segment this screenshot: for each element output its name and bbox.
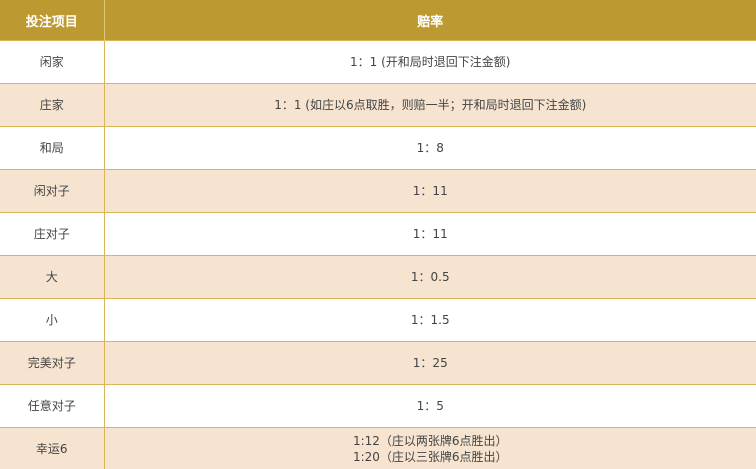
odds-line: 1：0.5 — [410, 270, 450, 284]
bet-item: 大 — [0, 255, 105, 299]
table-row: 任意对子 1：5 — [0, 384, 756, 428]
header-bet-item: 投注项目 — [0, 0, 105, 41]
bet-item: 闲家 — [0, 40, 105, 84]
odds-line: 1：1.5 — [410, 313, 450, 327]
bet-item: 庄家 — [0, 83, 105, 127]
table-row: 幸运6 1:12（庄以两张牌6点胜出） 1:20（庄以三张牌6点胜出） — [0, 427, 756, 469]
odds-value: 1：25 — [104, 341, 756, 385]
odds-line: 1：11 — [412, 227, 448, 241]
bet-item: 任意对子 — [0, 384, 105, 428]
odds-value: 1：1 (开和局时退回下注金额) — [104, 40, 756, 84]
odds-line: 1:20（庄以三张牌6点胜出） — [352, 449, 508, 464]
table-row: 完美对子 1：25 — [0, 341, 756, 385]
table-row: 大 1：0.5 — [0, 255, 756, 299]
odds-line: 1：1 (如庄以6点取胜，则赔一半；开和局时退回下注金额) — [274, 98, 587, 112]
odds-line: 1：25 — [412, 356, 448, 370]
odds-line: 1：11 — [412, 184, 448, 198]
table-row: 庄家 1：1 (如庄以6点取胜，则赔一半；开和局时退回下注金额) — [0, 83, 756, 127]
table-row: 和局 1：8 — [0, 126, 756, 170]
odds-line: 1：1 (开和局时退回下注金额) — [350, 55, 511, 69]
table-header: 投注项目 赔率 — [0, 0, 756, 41]
bet-item: 庄对子 — [0, 212, 105, 256]
bet-item: 和局 — [0, 126, 105, 170]
odds-line: 1:12（庄以两张牌6点胜出） — [352, 433, 508, 448]
odds-value: 1：0.5 — [104, 255, 756, 299]
odds-value: 1：8 — [104, 126, 756, 170]
odds-line: 1：8 — [416, 141, 444, 155]
odds-line: 1：5 — [416, 399, 444, 413]
bet-item: 小 — [0, 298, 105, 342]
odds-value: 1:12（庄以两张牌6点胜出） 1:20（庄以三张牌6点胜出） — [104, 427, 756, 469]
odds-value: 1：1 (如庄以6点取胜，则赔一半；开和局时退回下注金额) — [104, 83, 756, 127]
header-odds: 赔率 — [104, 0, 756, 41]
table-row: 闲对子 1：11 — [0, 169, 756, 213]
odds-value: 1：5 — [104, 384, 756, 428]
bet-item: 幸运6 — [0, 427, 105, 469]
table-row: 庄对子 1：11 — [0, 212, 756, 256]
odds-value: 1：1.5 — [104, 298, 756, 342]
bet-item: 完美对子 — [0, 341, 105, 385]
table-row: 闲家 1：1 (开和局时退回下注金额) — [0, 40, 756, 84]
table-row: 小 1：1.5 — [0, 298, 756, 342]
odds-value: 1：11 — [104, 169, 756, 213]
odds-value: 1：11 — [104, 212, 756, 256]
bet-item: 闲对子 — [0, 169, 105, 213]
